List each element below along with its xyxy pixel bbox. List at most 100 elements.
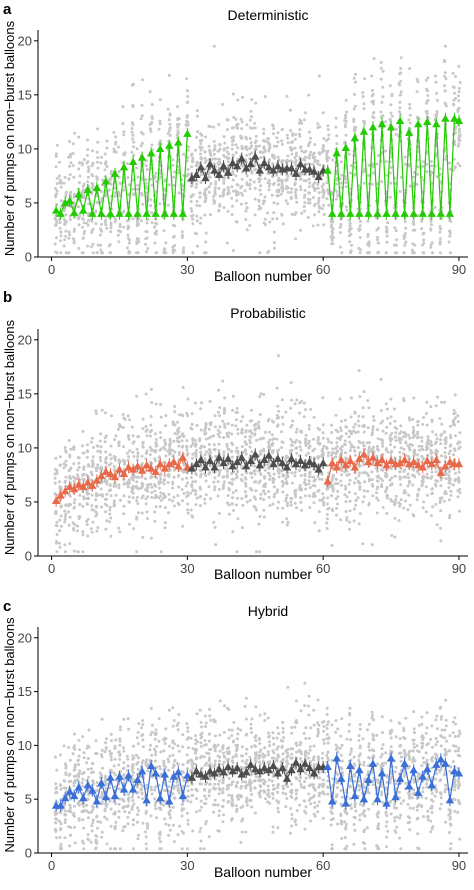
scatter-point: [425, 472, 429, 476]
data-point-triangle: [70, 208, 79, 216]
scatter-point: [148, 90, 152, 94]
scatter-point: [394, 435, 398, 439]
scatter-point: [186, 89, 189, 93]
scatter-point: [204, 479, 208, 483]
scatter-point: [393, 474, 397, 478]
scatter-point: [370, 182, 374, 186]
scatter-point: [348, 478, 352, 482]
scatter-point: [173, 410, 177, 414]
scatter-point: [158, 486, 161, 490]
scatter-point: [348, 449, 352, 452]
scatter-point: [136, 452, 140, 455]
scatter-point: [195, 182, 199, 186]
scatter-point: [171, 158, 175, 162]
scatter-point: [326, 454, 330, 458]
scatter-point: [276, 469, 280, 473]
scatter-point: [59, 514, 63, 518]
scatter-point: [413, 450, 417, 454]
scatter-point: [213, 485, 217, 489]
scatter-point: [176, 494, 180, 497]
scatter-point: [118, 225, 122, 229]
scatter-point: [245, 228, 249, 232]
scatter-point: [425, 99, 429, 103]
scatter-point: [335, 178, 339, 182]
scatter-point: [54, 821, 58, 825]
scatter-point: [73, 764, 77, 768]
scatter-point: [234, 117, 238, 121]
scatter-point: [361, 91, 365, 95]
scatter-point: [91, 242, 95, 246]
scatter-point: [344, 425, 348, 429]
scatter-point: [457, 99, 461, 103]
scatter-point: [334, 455, 338, 459]
scatter-point: [375, 238, 379, 242]
scatter-point: [144, 392, 148, 396]
scatter-point: [144, 502, 148, 506]
scatter-point: [293, 146, 297, 150]
scatter-point: [366, 219, 370, 223]
scatter-point: [393, 419, 397, 423]
data-point-triangle: [178, 209, 188, 217]
scatter-point: [356, 419, 360, 423]
scatter-point: [105, 492, 109, 496]
scatter-point: [199, 216, 203, 220]
scatter-point: [239, 419, 243, 423]
scatter-point: [230, 432, 234, 436]
scatter-point: [226, 192, 230, 196]
scatter-point: [63, 446, 67, 449]
scatter-point: [344, 205, 348, 209]
scatter-point: [457, 509, 461, 513]
scatter-point: [199, 407, 203, 411]
scatter-point: [130, 121, 134, 125]
scatter-point: [89, 840, 93, 844]
scatter-point: [203, 445, 206, 449]
scatter-point: [212, 162, 216, 166]
scatter-point: [104, 527, 108, 531]
scatter-point: [72, 527, 75, 530]
data-point-triangle: [156, 144, 165, 153]
scatter-point: [213, 488, 217, 492]
scatter-point: [198, 191, 202, 195]
scatter-point: [412, 175, 416, 179]
scatter-point: [213, 476, 217, 480]
scatter-point: [144, 164, 148, 168]
scatter-point: [241, 95, 245, 99]
scatter-point: [268, 504, 272, 507]
scatter-point: [198, 437, 202, 441]
scatter-point: [221, 487, 225, 490]
scatter-point: [344, 113, 347, 117]
scatter-point: [82, 495, 86, 499]
scatter-point: [344, 185, 348, 189]
scatter-point: [236, 146, 240, 150]
scatter-point: [204, 474, 208, 478]
scatter-point: [223, 422, 227, 426]
scatter-point: [286, 154, 290, 158]
scatter-point: [298, 440, 302, 444]
scatter-point: [357, 474, 361, 477]
scatter-point: [313, 155, 317, 159]
scatter-point: [73, 498, 77, 502]
scatter-point: [130, 127, 134, 130]
scatter-point: [457, 90, 461, 94]
scatter-point: [421, 231, 425, 235]
series-b-3: [323, 448, 464, 488]
scatter-point: [130, 486, 134, 490]
scatter-point: [180, 488, 184, 492]
scatter-point: [422, 251, 426, 255]
scatter-point: [299, 188, 303, 192]
scatter-point: [78, 502, 81, 506]
scatter-point: [352, 107, 356, 111]
scatter-point: [164, 414, 168, 418]
scatter-point: [335, 513, 338, 517]
scatter-point: [376, 241, 380, 245]
scatter-point: [132, 440, 136, 444]
scatter-point: [59, 230, 63, 234]
scatter-point: [281, 189, 285, 193]
scatter-point: [365, 472, 369, 476]
scatter-point: [195, 135, 198, 139]
scatter-point: [352, 117, 356, 121]
scatter-point: [276, 202, 280, 206]
scatter-point: [312, 437, 316, 441]
scatter-point: [109, 221, 113, 225]
scatter-point: [182, 174, 186, 177]
